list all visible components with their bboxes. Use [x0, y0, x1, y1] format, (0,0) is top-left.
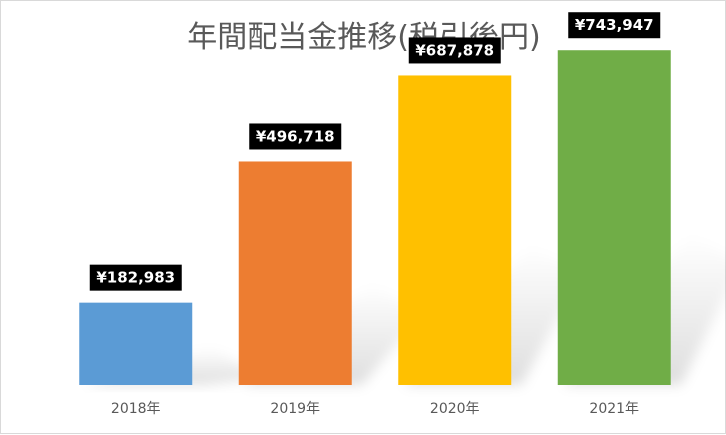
bars-group	[79, 50, 671, 386]
data-label-box	[408, 37, 501, 64]
x-tick-label: 2018年	[111, 401, 161, 417]
x-axis-ticks: 2018年 2019年 2020年 2021年	[111, 401, 639, 417]
data-label: ¥182,983	[96, 269, 175, 287]
data-label-box	[249, 123, 342, 150]
data-label: ¥496,718	[256, 127, 335, 145]
bar-2020年	[398, 75, 512, 386]
data-label-box	[89, 264, 182, 291]
data-label: ¥687,878	[415, 41, 494, 59]
data-label-box	[568, 12, 661, 39]
x-tick-label: 2021年	[589, 401, 639, 417]
data-labels-group: ¥182,983 ¥496,718 ¥687,878 ¥743,947	[89, 12, 661, 291]
bar-2021年	[557, 50, 671, 386]
data-label: ¥743,947	[575, 16, 654, 34]
bar-2019年	[238, 161, 352, 385]
bar-2018年	[79, 302, 193, 385]
x-tick-label: 2020年	[430, 401, 480, 417]
x-tick-label: 2019年	[270, 401, 320, 417]
